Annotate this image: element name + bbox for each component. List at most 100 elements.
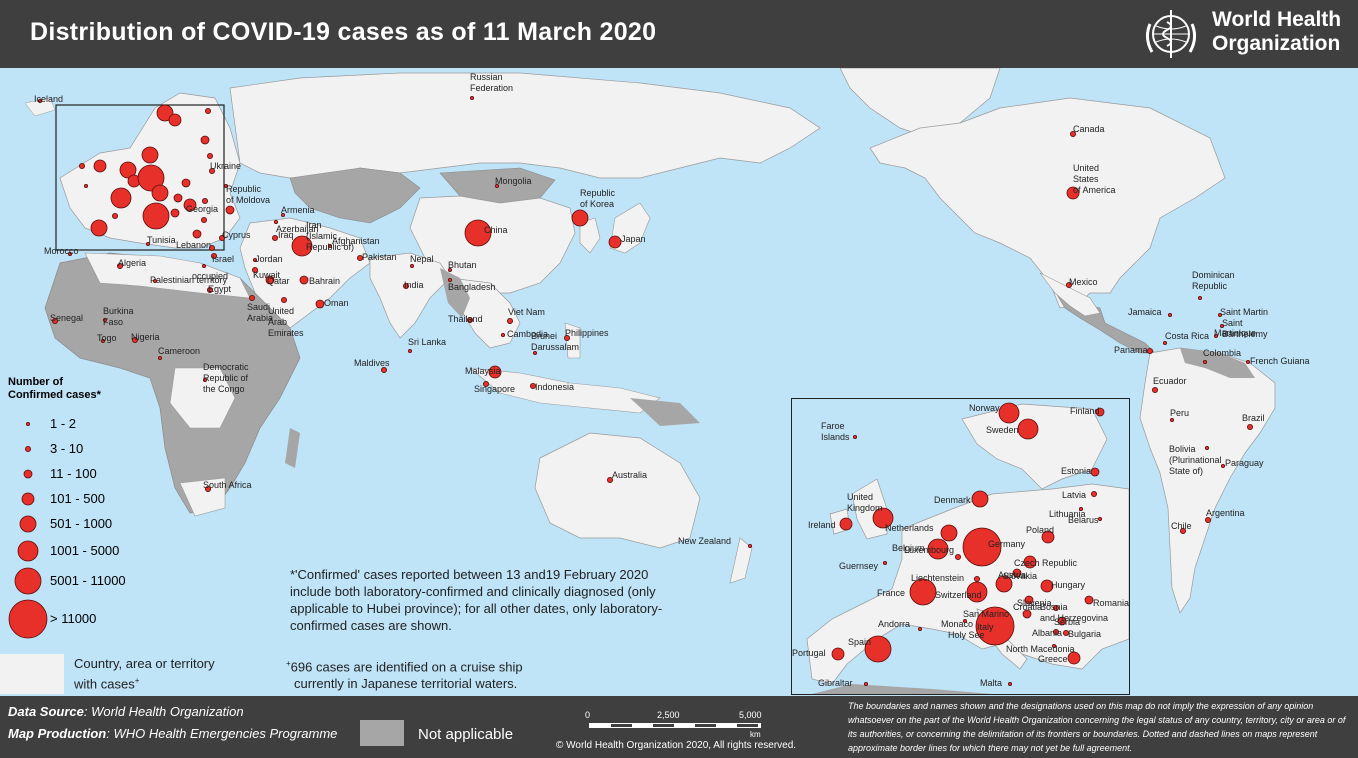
case-bubble-europe-22	[112, 212, 119, 219]
inset-bubble-croatia	[1022, 609, 1032, 619]
inset-bubble-netherlands	[940, 524, 958, 542]
inset-bubble-austria	[995, 575, 1013, 593]
case-bubble-europe-17	[181, 178, 191, 188]
case-bubble-ecuador	[1152, 386, 1159, 393]
inset-label-croatia: Croatia	[1013, 602, 1043, 612]
inset-label-netherlands: Netherlands	[885, 523, 934, 533]
who-wordmark: World Health Organization	[1212, 8, 1341, 56]
data-source-label: Data Source	[8, 704, 84, 719]
land-south-africa	[179, 477, 226, 517]
label-oman: Oman	[324, 298, 349, 308]
inset-bubble-romania	[1084, 595, 1094, 605]
label-senegal: Senegal	[50, 313, 84, 323]
case-bubble-united-arab-emirates	[280, 296, 287, 303]
case-bubble-algeria	[117, 262, 124, 269]
inset-bubble-estonia	[1090, 467, 1100, 477]
case-bubble-bahrain	[299, 275, 309, 285]
case-bubble-new-zealand	[748, 543, 753, 548]
label-nepal: Nepal	[410, 254, 434, 264]
case-bubble-south-africa	[204, 485, 211, 492]
inset-bubble-liechtenstein	[973, 575, 980, 582]
label-cameroon: Cameroon	[158, 346, 201, 356]
case-bubble-japan	[608, 235, 622, 249]
inset-label-slovenia: Slovenia	[1017, 598, 1052, 608]
scale-unit: km	[750, 730, 761, 739]
case-bubble-burkina-faso	[103, 317, 108, 322]
label-bolivia-plurinational-state-of: Bolivia (Plurinational State of)	[1169, 444, 1222, 476]
inset-label-romania: Romania	[1093, 598, 1130, 608]
inset-bubble-bosnia-and-herzegovina	[1052, 604, 1059, 611]
case-bubble-bolivia-plurinational-state-of	[1205, 445, 1210, 450]
case-bubble-philippines	[564, 334, 571, 341]
label-jamaica: Jamaica	[1128, 307, 1162, 317]
case-bubble-ukraine	[208, 168, 215, 175]
inset-bubble-germany	[962, 527, 1002, 567]
case-bubble-europe-15	[183, 198, 197, 212]
case-bubble-jamaica	[1168, 312, 1173, 317]
case-bubble-australia	[607, 476, 614, 483]
label-maldives: Maldives	[354, 358, 390, 368]
case-bubble-republic-of-korea	[571, 209, 589, 227]
inset-bubble-greece	[1067, 651, 1081, 665]
inset-label-germany: Germany	[988, 539, 1026, 549]
case-bubble-europe-5	[141, 146, 159, 164]
who-emblem-icon	[1145, 10, 1197, 58]
inset-bubble-ireland	[839, 517, 853, 531]
label-japan: Japan	[621, 234, 646, 244]
inset-label-bosnia-and-herzegovina: Bosnia and Herzegovina	[1040, 602, 1109, 623]
inset-label-lithuania: Lithuania	[1049, 509, 1086, 519]
inset-bubble-united-kingdom	[872, 507, 894, 529]
map-production-value: : WHO Health Emergencies Programme	[106, 726, 338, 741]
inset-label-andorra: Andorra	[878, 619, 911, 629]
europe-locator-box	[55, 104, 225, 251]
scale-bar-line	[589, 723, 761, 728]
inset-bubble-france	[909, 578, 937, 606]
not-applicable-swatch	[360, 720, 404, 746]
inset-bubble-finland	[1095, 407, 1105, 417]
label-china: China	[484, 225, 508, 235]
case-bubble-republic-of-moldova	[223, 184, 228, 189]
label-brazil: Brazil	[1242, 413, 1265, 423]
legend-symbol-3	[23, 469, 33, 479]
case-bubble-europe-23	[201, 197, 208, 204]
inset-bubble-north-macedonia	[1051, 643, 1056, 648]
case-bubble-india	[402, 282, 409, 289]
label-bangladesh: Bangladesh	[448, 282, 496, 292]
inset-label-sweden: Sweden	[986, 425, 1019, 435]
label-paraguay: Paraguay	[1225, 458, 1264, 468]
case-bubble-iraq	[271, 234, 278, 241]
inset-label-spain: Spain	[848, 637, 872, 647]
case-bubble-colombia	[1203, 359, 1208, 364]
label-republic-of-korea: Republic of Korea	[580, 188, 616, 209]
label-egypt: Egypt	[208, 284, 232, 294]
scale-bar: 0 2,500 5,000 km	[585, 710, 775, 740]
inset-label-monaco: Monaco	[941, 619, 974, 629]
label-qatar: Qatar	[267, 276, 290, 286]
case-bubble-saint-barthelemy	[1220, 323, 1225, 328]
map-production: Map Production: WHO Health Emergencies P…	[8, 726, 337, 741]
inset-label-latvia: Latvia	[1062, 490, 1087, 500]
label-singapore: Singapore	[474, 384, 516, 394]
inset-bubble-serbia	[1057, 616, 1067, 626]
label-bhutan: Bhutan	[448, 260, 477, 270]
label-iraq: Iraq	[278, 230, 294, 240]
case-bubble-afghanistan	[327, 243, 332, 248]
inset-bubble-slovakia	[1012, 568, 1022, 578]
case-bubble-pakistan	[356, 254, 363, 261]
inset-label-france: France	[877, 588, 906, 598]
org-name-line2: Organization	[1212, 32, 1341, 55]
map-title: Distribution of COVID-19 cases as of 11 …	[30, 18, 657, 46]
land-south-america	[1139, 347, 1276, 614]
legend-title-line1: Number of	[8, 376, 63, 388]
label-bahrain: Bahrain	[309, 276, 341, 286]
case-bubble-bangladesh	[447, 277, 452, 282]
case-bubble-europe-24	[206, 153, 213, 160]
label-saint-martin: Saint Martin	[1220, 307, 1269, 317]
label-dominican-republic: Dominican Republic	[1192, 270, 1235, 291]
label-mexico: Mexico	[1069, 277, 1098, 287]
legend-class-label: 3 - 10	[50, 441, 84, 456]
inset-bubble-albania	[1052, 628, 1059, 635]
world-map: Iceland Russian Federation Canada Mongolia C…	[0, 68, 1358, 696]
legend-title-line2: Confirmed cases*	[8, 389, 101, 401]
case-bubble-democratic-republic-of-the-congo	[202, 377, 207, 382]
